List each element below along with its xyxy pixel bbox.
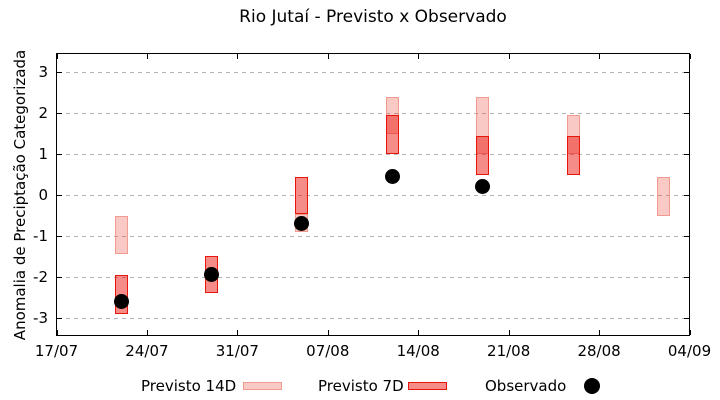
y-tick-label: -3 — [33, 308, 48, 327]
gridline — [58, 317, 688, 319]
x-tick-label: 14/08 — [396, 342, 440, 360]
legend-swatch-previsto-7d-icon — [408, 382, 447, 390]
y-tick-label: -1 — [33, 227, 48, 246]
x-tick-label: 31/07 — [215, 342, 259, 360]
x-tick-mark-top — [599, 54, 601, 59]
legend-observed-dot-icon — [584, 378, 600, 394]
forecast-box-7d — [566, 135, 580, 175]
y-tick-label: 3 — [38, 63, 48, 82]
x-tick-mark — [689, 330, 691, 335]
x-tick-label: 24/07 — [125, 342, 169, 360]
forecast-box-7d — [385, 115, 399, 155]
x-tick-mark-top — [327, 54, 329, 59]
gridline — [58, 276, 688, 278]
chart-title: Rio Jutaí - Previsto x Observado — [239, 7, 507, 27]
x-tick-label: 21/08 — [487, 342, 531, 360]
x-tick-mark — [327, 330, 329, 335]
x-tick-mark — [508, 330, 510, 335]
x-tick-mark — [146, 330, 148, 335]
y-tick-label: 2 — [38, 104, 48, 123]
x-tick-mark — [56, 330, 58, 335]
gridline — [58, 154, 688, 156]
forecast-box-7d — [476, 135, 490, 175]
y-tick-mark-right — [684, 113, 689, 115]
y-tick-label: 0 — [38, 186, 48, 205]
y-tick-label: -2 — [33, 267, 48, 286]
y-tick-mark — [57, 236, 62, 238]
y-tick-mark-right — [684, 276, 689, 278]
x-tick-mark — [599, 330, 601, 335]
forecast-box-7d — [295, 176, 309, 214]
forecast-box-14d — [114, 215, 128, 255]
y-tick-mark — [57, 317, 62, 319]
observed-dot — [384, 169, 400, 185]
gridline — [58, 236, 688, 238]
observed-dot — [294, 216, 310, 232]
legend-swatch-previsto-14d-icon — [243, 382, 282, 390]
observed-dot — [475, 179, 491, 195]
legend-label-previsto-14d: Previsto 14D — [141, 377, 237, 395]
observed-dot — [204, 267, 220, 283]
x-tick-mark-top — [56, 54, 58, 59]
x-tick-label: 28/08 — [577, 342, 621, 360]
x-tick-mark-top — [689, 54, 691, 59]
x-tick-label: 17/07 — [34, 342, 79, 360]
forecast-box-14d — [657, 176, 671, 216]
y-tick-mark-right — [684, 72, 689, 74]
y-tick-mark — [57, 113, 62, 115]
y-tick-mark — [57, 276, 62, 278]
observed-dot — [113, 293, 129, 309]
y-tick-mark-right — [684, 154, 689, 156]
y-tick-mark — [57, 154, 62, 156]
x-tick-label: 04/09 — [667, 342, 712, 360]
gridline — [58, 113, 688, 115]
y-tick-mark — [57, 72, 62, 74]
legend-label-previsto-7d: Previsto 7D — [318, 377, 404, 395]
y-tick-label: 1 — [38, 145, 48, 164]
y-tick-mark — [57, 195, 62, 197]
legend-label-observado: Observado — [485, 377, 567, 395]
x-tick-mark — [418, 330, 420, 335]
x-tick-mark-top — [508, 54, 510, 59]
y-tick-mark-right — [684, 195, 689, 197]
x-tick-mark — [237, 330, 239, 335]
plot-border — [56, 53, 690, 336]
gridline — [58, 195, 688, 197]
x-tick-label: 07/08 — [306, 342, 350, 360]
x-tick-mark-top — [418, 54, 420, 59]
y-tick-mark-right — [684, 236, 689, 238]
gridline — [58, 72, 688, 74]
y-tick-mark-right — [684, 317, 689, 319]
x-tick-mark-top — [146, 54, 148, 59]
x-tick-mark-top — [237, 54, 239, 59]
